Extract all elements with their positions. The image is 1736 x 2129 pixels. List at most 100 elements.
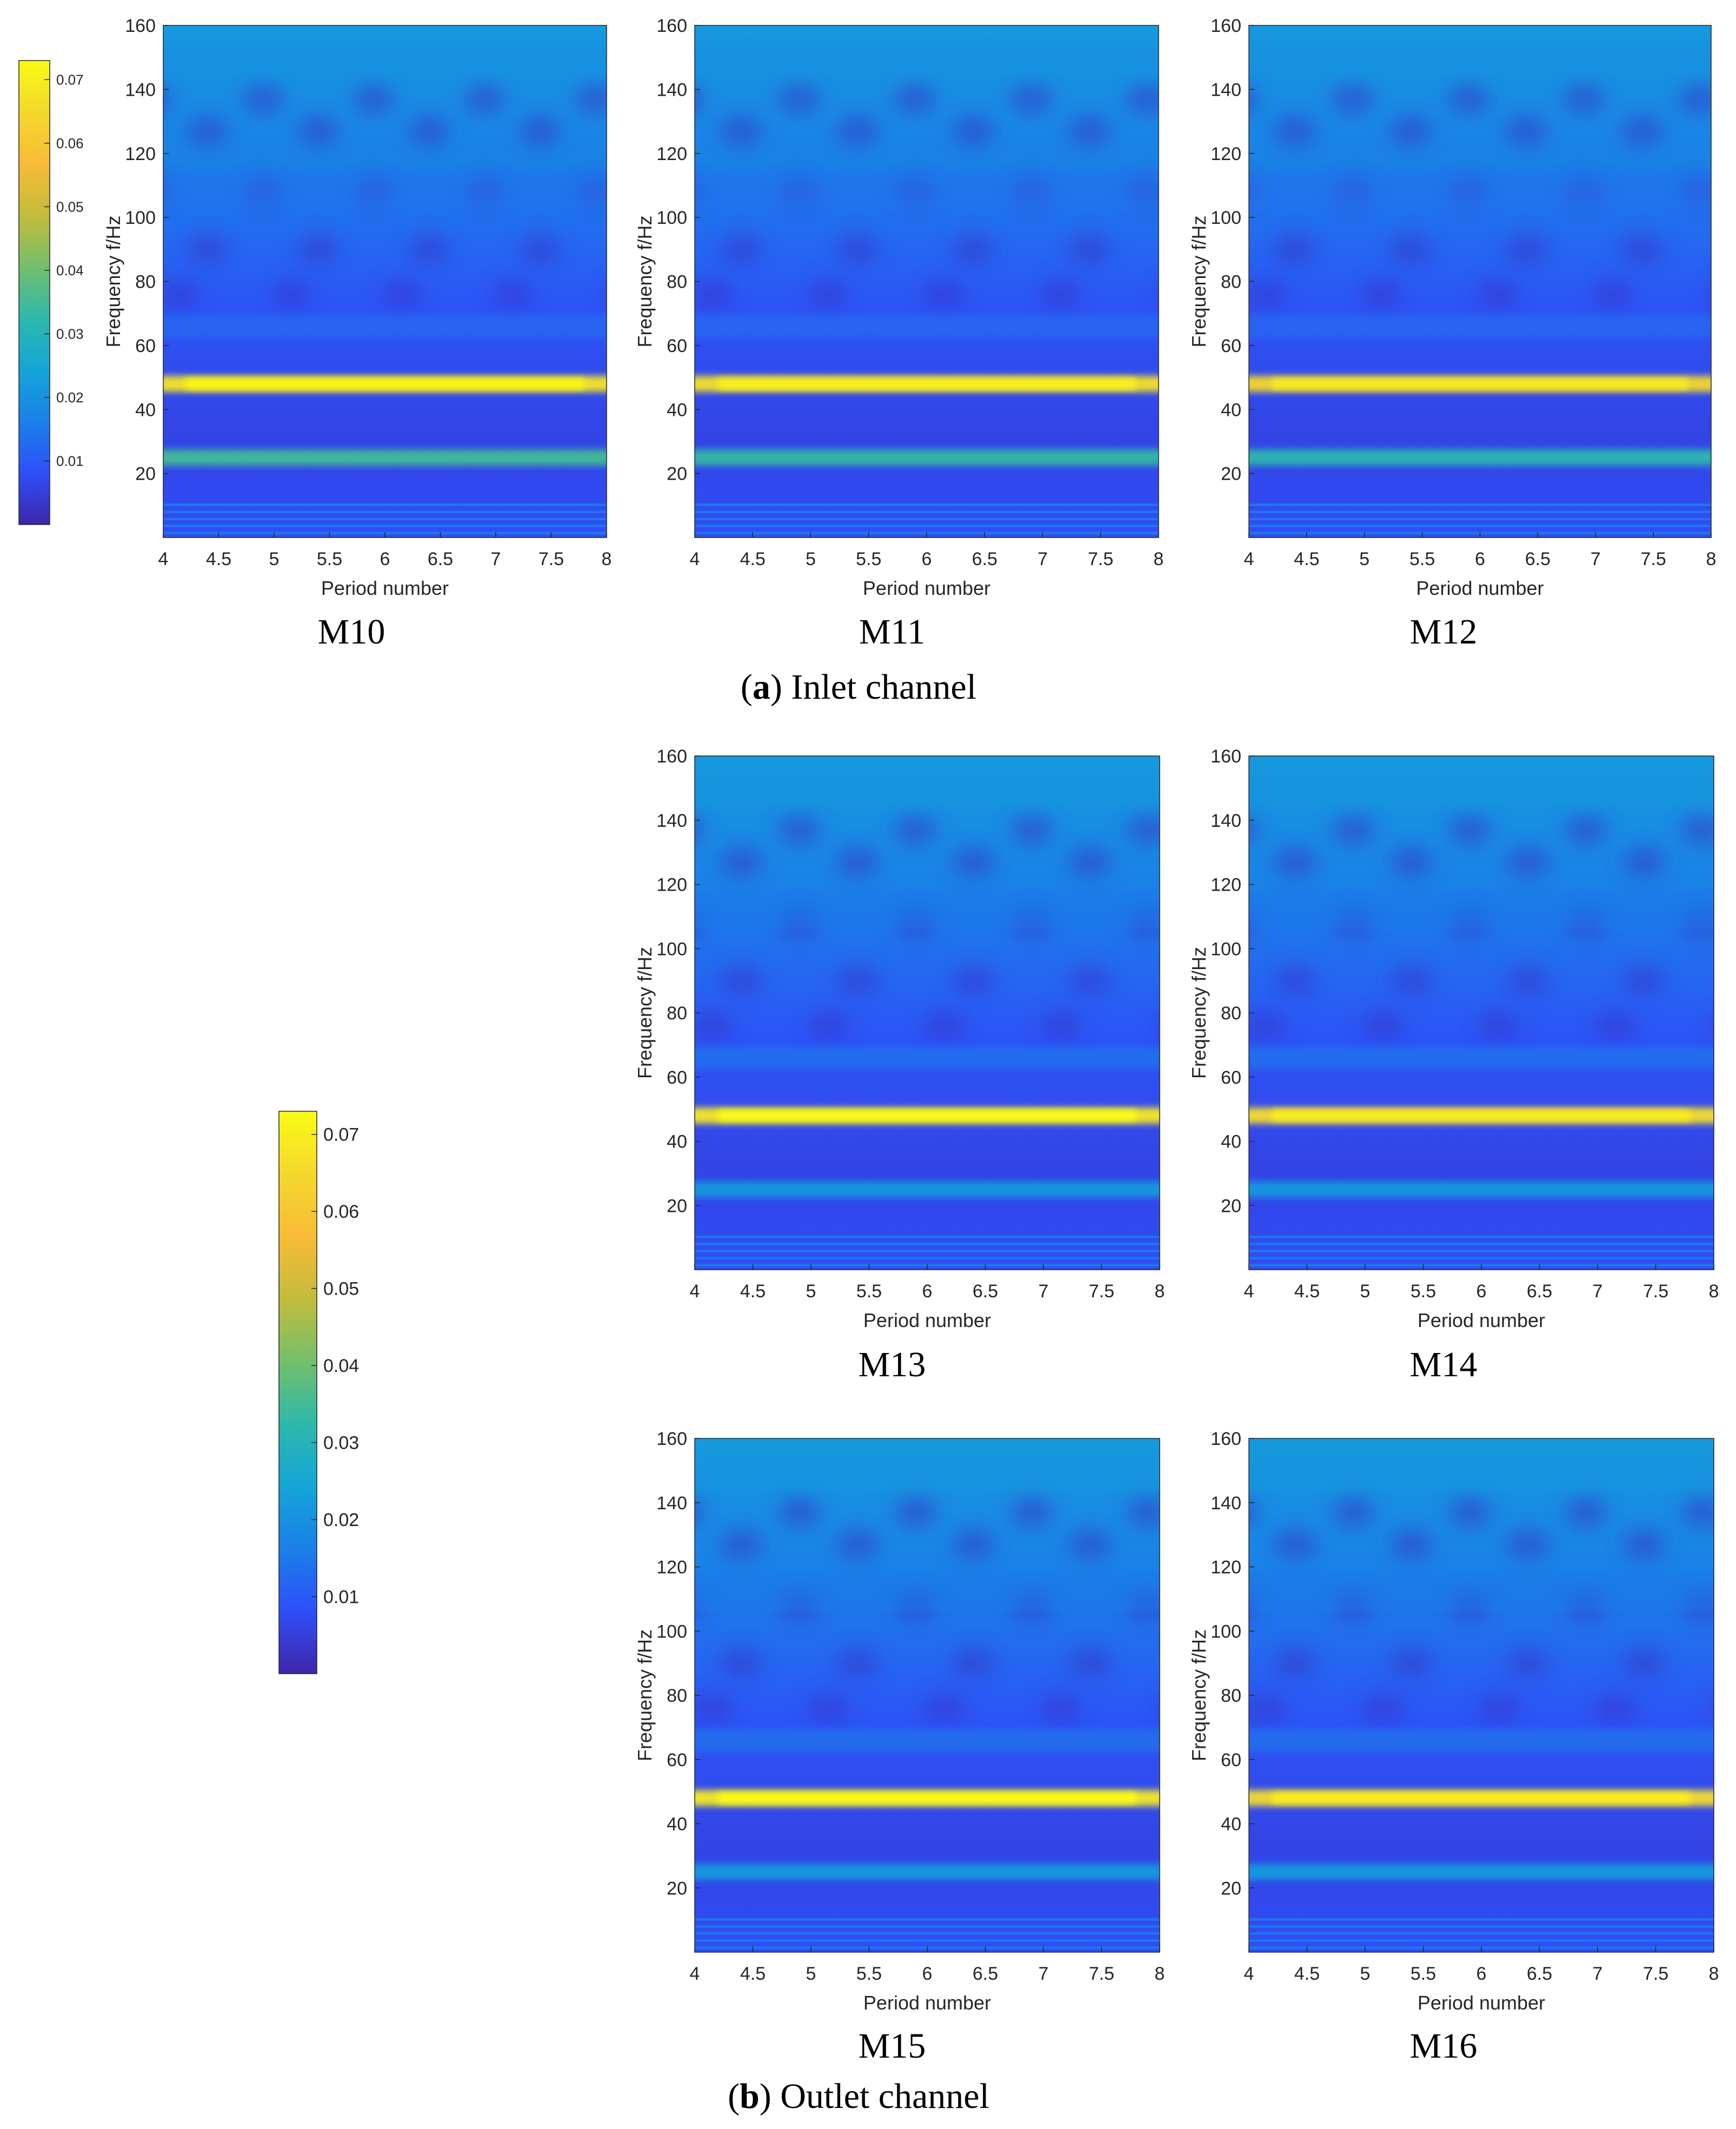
heatmap-noise-line	[1249, 1257, 1714, 1259]
x-tick-label: 5	[806, 1281, 816, 1302]
x-tick-label: 5.5	[856, 1281, 882, 1302]
heatmap-band-core	[1272, 379, 1688, 389]
y-tick-label: 100	[125, 208, 156, 228]
x-tick-label: 7	[1037, 549, 1048, 569]
y-tick-label: 160	[656, 746, 687, 767]
y-tick-label: 140	[1210, 1493, 1241, 1514]
y-tick-label: 80	[667, 1003, 687, 1024]
heatmap-band-core	[718, 1793, 1136, 1803]
panel-caption-m12: M12	[1410, 612, 1478, 652]
y-tick-label: 20	[1221, 1878, 1241, 1899]
colorbar-tick-label: 0.07	[56, 71, 84, 88]
heatmap-band	[163, 315, 607, 338]
colorbar: 0.01 0.02 0.03 0.04 0.05 0.06 0.07	[278, 1111, 359, 1674]
colorbar-tick-label: 0.02	[56, 389, 84, 406]
heatmap-plot-area	[1249, 25, 1711, 538]
colorbar-tick-label: 0.07	[323, 1125, 359, 1145]
heatmap-band	[695, 1046, 1160, 1069]
y-tick-label: 100	[656, 939, 687, 959]
heatmap-noise-line	[1249, 1925, 1714, 1928]
x-tick-label: 8	[1709, 1281, 1719, 1302]
x-tick-label: 7	[1039, 1281, 1049, 1302]
x-axis-label: Period number	[321, 577, 449, 599]
x-tick-label: 5	[806, 549, 816, 569]
heatmap-noise-line	[695, 518, 1159, 521]
heatmap-panel-m12: 4 4.5 5 5.5 6 6.5 7 7.5 8 20 40 60 80 100 120 140 160 Per…	[1188, 16, 1716, 652]
x-tick-label: 8	[1155, 1281, 1165, 1302]
colorbar-tick-label: 0.04	[56, 262, 84, 278]
heatmap-noise-line	[695, 1257, 1160, 1259]
x-tick-label: 6	[922, 549, 932, 569]
x-tick-label: 6	[1475, 549, 1485, 569]
y-tick-label: 100	[1210, 208, 1241, 228]
y-tick-label: 60	[667, 1067, 687, 1088]
x-tick-label: 6	[1476, 1964, 1487, 1984]
y-tick-label: 160	[656, 1429, 687, 1449]
y-tick-label: 120	[1210, 144, 1241, 164]
heatmap-band	[1249, 449, 1711, 466]
heatmap-plot-area	[1249, 1438, 1714, 1952]
colorbar-tick-label: 0.06	[56, 135, 84, 151]
colorbar-tick-label: 0.02	[323, 1510, 359, 1530]
x-tick-label: 7.5	[1089, 1281, 1114, 1302]
heatmap-noise-line	[1249, 1236, 1714, 1238]
panel-caption-m11: M11	[859, 612, 925, 652]
heatmap-noise-line	[695, 503, 1159, 506]
heatmap-band	[1249, 1729, 1714, 1752]
x-tick-label: 5.5	[856, 549, 881, 569]
y-tick-label: 120	[656, 1557, 687, 1578]
heatmap-panel-m16: 4 4.5 5 5.5 6 6.5 7 7.5 8 20 40 60 80 100 120 140 160 Per…	[1188, 1429, 1719, 2066]
y-tick-label: 160	[125, 16, 156, 36]
heatmap-band	[1249, 1451, 1714, 1490]
heatmap-band	[695, 315, 1159, 338]
y-tick-label: 80	[1221, 1686, 1241, 1706]
y-tick-label: 140	[1210, 79, 1241, 100]
panel-caption-m10: M10	[318, 612, 385, 652]
x-tick-label: 6.5	[973, 1964, 998, 1984]
x-tick-label: 6.5	[1527, 1281, 1552, 1302]
x-tick-label: 5	[269, 549, 280, 569]
y-tick-label: 20	[667, 1878, 687, 1899]
y-tick-label: 60	[135, 336, 156, 356]
heatmap-band	[163, 173, 607, 211]
heatmap-band	[1249, 1573, 1714, 1612]
x-tick-label: 5.5	[856, 1964, 882, 1984]
x-tick-label: 4	[690, 1281, 700, 1302]
heatmap-band-core	[718, 1110, 1136, 1121]
y-tick-label: 20	[135, 464, 156, 485]
colorbar-tick-label: 0.06	[323, 1202, 359, 1222]
heatmap-band	[1249, 173, 1711, 211]
heatmap-band	[695, 1863, 1160, 1880]
heatmap-noise-line	[1249, 518, 1711, 521]
x-tick-label: 5	[1360, 1964, 1371, 1984]
x-tick-label: 6.5	[1527, 1964, 1552, 1984]
x-tick-label: 8	[1709, 1964, 1719, 1984]
heatmap-noise-line	[163, 525, 607, 528]
y-tick-label: 60	[1221, 1067, 1241, 1088]
y-axis-label: Frequency f/Hz	[1188, 947, 1210, 1079]
heatmap-noise-line	[163, 518, 607, 521]
heatmap-noise-line	[1249, 503, 1711, 506]
x-tick-label: 4	[690, 549, 700, 569]
heatmap-noise-line	[1249, 1243, 1714, 1245]
x-tick-label: 4.5	[740, 1281, 766, 1302]
y-tick-label: 100	[1210, 1621, 1241, 1642]
y-tick-label: 60	[667, 1750, 687, 1770]
colorbar-tick-label: 0.03	[323, 1433, 359, 1454]
heatmap-band	[695, 768, 1160, 807]
x-axis-label: Period number	[863, 1309, 991, 1331]
heatmap-panel-m15: 4 4.5 5 5.5 6 6.5 7 7.5 8 20 40 60 80 100 120 140 160 Per…	[634, 1429, 1165, 2066]
panel-caption-m14: M14	[1410, 1345, 1478, 1384]
y-tick-label: 140	[656, 811, 687, 831]
y-tick-label: 80	[667, 1686, 687, 1706]
heatmap-band	[1249, 891, 1714, 930]
x-tick-label: 5.5	[1411, 1964, 1436, 1984]
panel-caption-m16: M16	[1410, 2026, 1478, 2066]
y-tick-label: 40	[1221, 1132, 1241, 1152]
heatmap-band	[163, 449, 607, 466]
y-tick-label: 160	[1210, 16, 1241, 36]
heatmap-band-core	[717, 379, 1136, 389]
y-tick-label: 20	[667, 1196, 687, 1216]
y-axis-label: Frequency f/Hz	[102, 215, 124, 347]
heatmap-plot-area	[163, 25, 607, 538]
